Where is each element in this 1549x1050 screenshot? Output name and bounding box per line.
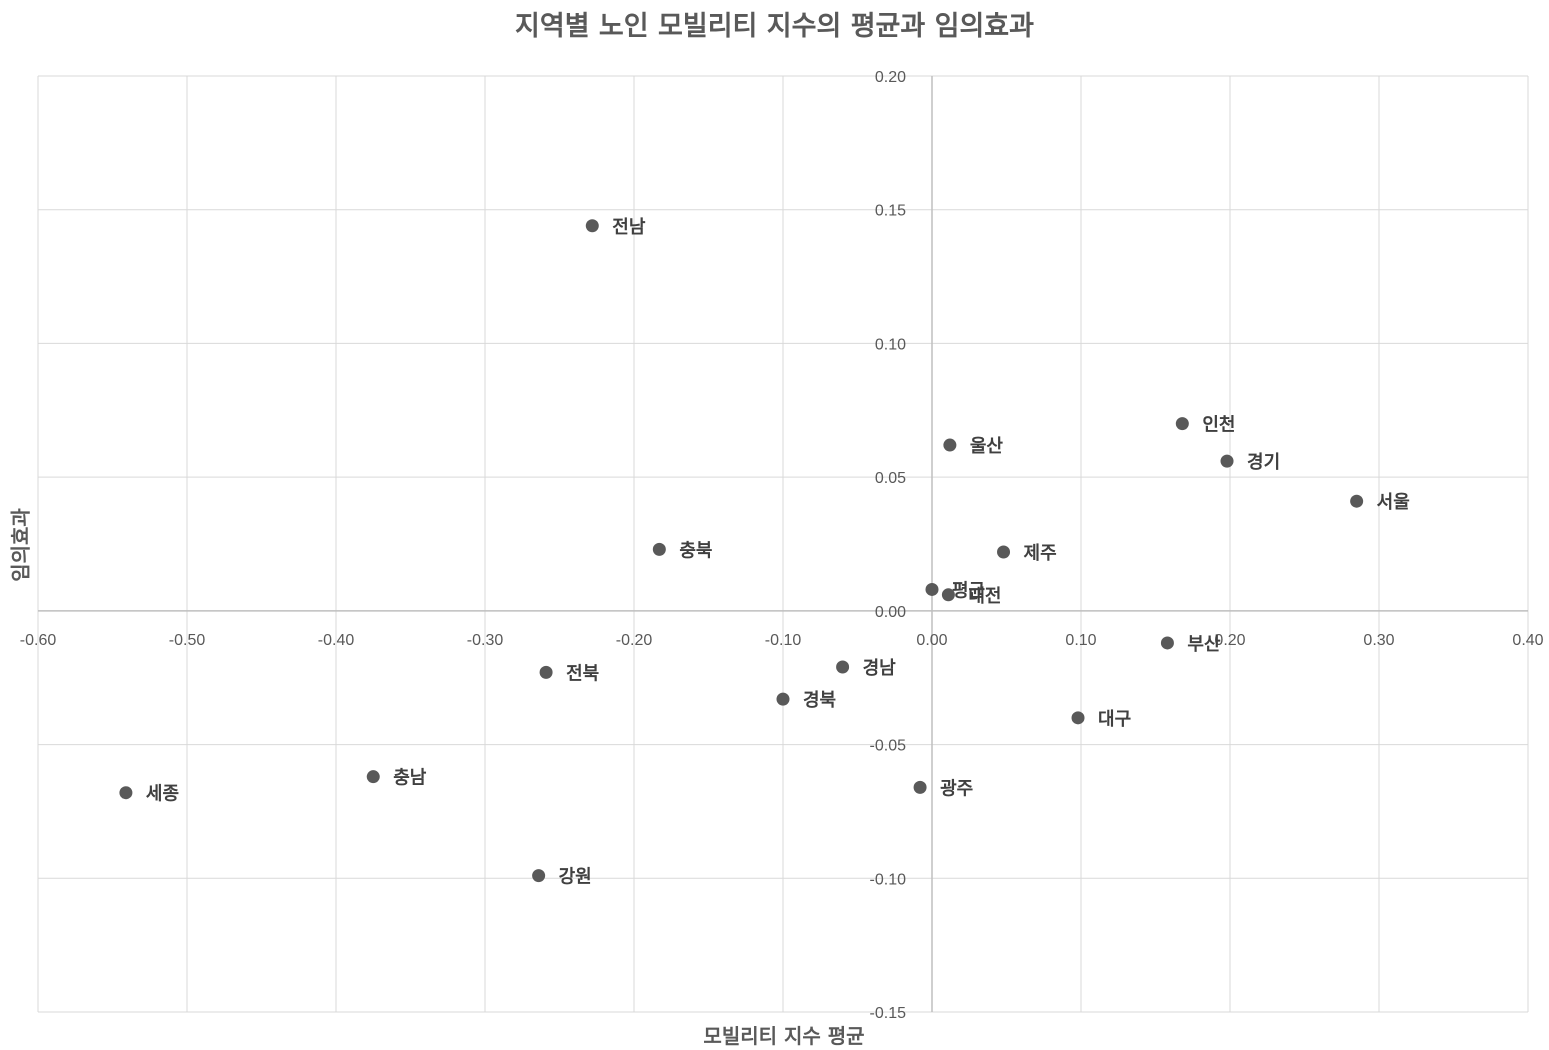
data-label: 광주	[940, 778, 973, 799]
y-tick-label: -0.05	[870, 738, 907, 755]
data-label: 인천	[1202, 415, 1235, 436]
y-tick-label: 0.00	[875, 604, 906, 621]
data-label: 경남	[863, 658, 897, 679]
data-label: 대구	[1098, 709, 1131, 730]
data-label: 세종	[146, 784, 179, 805]
data-point	[836, 660, 850, 674]
x-tick-label: 0.40	[1512, 632, 1543, 649]
x-tick-label: -0.30	[467, 632, 504, 649]
data-label: 경북	[803, 690, 836, 711]
y-tick-label: -0.15	[870, 1005, 907, 1022]
data-label: 서울	[1377, 492, 1410, 513]
x-tick-label: 0.00	[916, 632, 947, 649]
data-point	[925, 582, 939, 596]
axes	[38, 76, 1528, 1012]
data-label: 충북	[679, 540, 712, 561]
data-point	[943, 438, 957, 452]
data-point	[941, 588, 955, 602]
data-point	[1220, 454, 1234, 468]
data-label: 경기	[1247, 452, 1280, 473]
y-tick-label: 0.05	[875, 470, 906, 487]
data-point	[585, 219, 599, 233]
data-point	[997, 545, 1011, 559]
data-label: 전북	[566, 663, 599, 684]
data-label: 대전	[968, 586, 1001, 607]
x-tick-label: 0.20	[1214, 632, 1245, 649]
y-tick-label: -0.10	[870, 871, 907, 888]
data-label: 평균	[952, 580, 985, 601]
y-tick-labels: -0.15 -0.10 -0.05 0.00 0.05 0.10 0.15 0.20	[870, 69, 907, 1022]
data-point	[1071, 711, 1085, 725]
data-label: 울산	[970, 436, 1004, 457]
data-label: 전남	[612, 217, 646, 238]
y-tick-label: 0.20	[875, 69, 906, 86]
data-point	[532, 869, 546, 883]
x-tick-label: -0.20	[616, 632, 653, 649]
gridlines	[37, 75, 1529, 1013]
data-point	[539, 665, 553, 679]
data-label: 부산	[1187, 634, 1221, 655]
chart-title: 지역별 노인 모빌리티 지수의 평균과 임의효과	[515, 11, 1034, 42]
data-point	[1175, 417, 1189, 431]
x-tick-label: -0.10	[765, 632, 802, 649]
y-tick-label: 0.10	[875, 336, 906, 353]
data-point	[652, 542, 666, 556]
x-tick-label: -0.50	[169, 632, 206, 649]
x-tick-label: 0.30	[1363, 632, 1394, 649]
data-label: 제주	[1024, 543, 1057, 564]
data-point	[913, 780, 927, 794]
data-point	[776, 692, 790, 706]
data-label: 강원	[559, 867, 592, 888]
data-point	[1160, 636, 1174, 650]
data-point	[366, 770, 380, 784]
y-axis-title: 임의효과	[8, 508, 33, 582]
y-tick-label: 0.15	[875, 203, 906, 220]
x-tick-label: -0.40	[318, 632, 355, 649]
x-tick-label: -0.60	[20, 632, 57, 649]
x-tick-labels: -0.60 -0.50 -0.40 -0.30 -0.20 -0.10 0.00 0.10 0.…	[20, 632, 1544, 649]
x-axis-title: 모빌리티 지수 평균	[703, 1024, 865, 1048]
data-label: 충남	[393, 768, 427, 789]
x-tick-label: 0.10	[1065, 632, 1096, 649]
data-point	[1350, 494, 1364, 508]
data-point	[119, 786, 133, 800]
